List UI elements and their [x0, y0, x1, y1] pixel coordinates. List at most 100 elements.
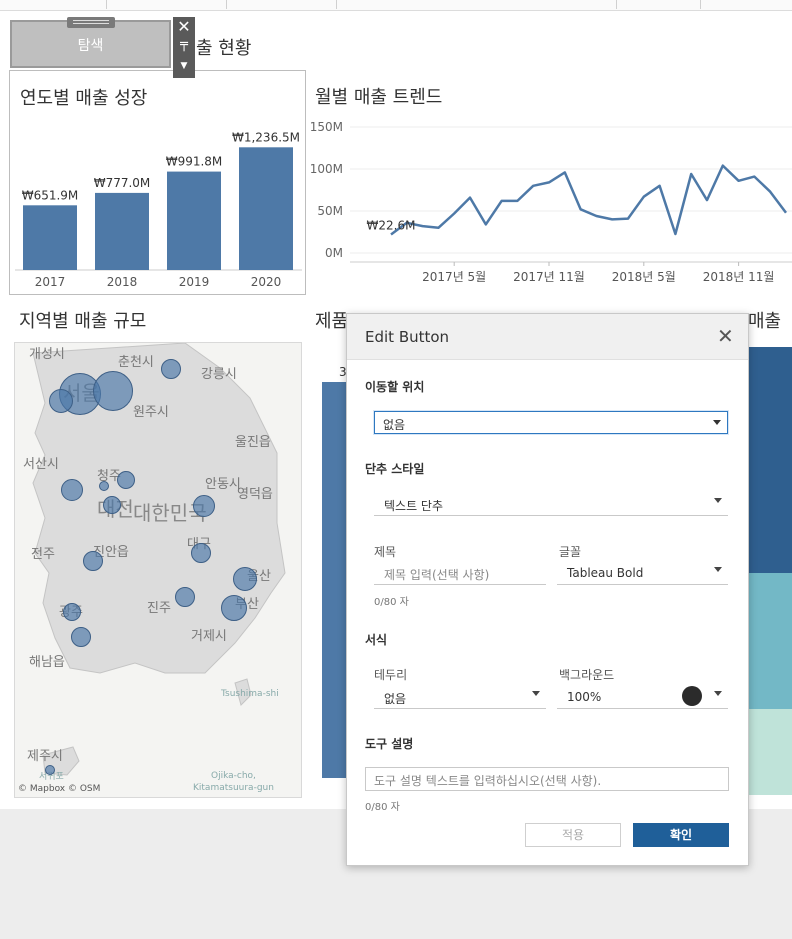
region-bubble[interactable]	[71, 627, 91, 647]
dashboard-title: 출 현황	[196, 38, 252, 59]
bar	[23, 205, 77, 270]
title-input[interactable]: 제목 입력(선택 사항)	[374, 561, 546, 585]
apply-button[interactable]: 적용	[525, 823, 621, 847]
region-bubble[interactable]	[221, 595, 247, 621]
region-bubble[interactable]	[63, 603, 81, 621]
map-label: Kitamatsuura-gun	[193, 783, 274, 793]
region-bubble[interactable]	[233, 567, 257, 591]
region-bubble[interactable]	[45, 765, 55, 775]
chevron-down-icon	[714, 691, 722, 696]
map-label: 진주	[147, 601, 171, 616]
background-select[interactable]: 100%	[557, 685, 728, 709]
x-tick-label: 2019	[179, 275, 210, 289]
edit-button-dialog: Edit Button ✕ 이동할 위치 없음 단추 스타일 텍스트 단추 제목…	[346, 313, 749, 866]
border-value: 없음	[384, 692, 407, 706]
product-bar-partial[interactable]	[322, 382, 348, 778]
map-label: 제주시	[27, 749, 63, 764]
region-bubble[interactable]	[103, 496, 121, 514]
x-tick-label: 2020	[251, 275, 282, 289]
x-tick-label: 2018	[107, 275, 138, 289]
destination-value: 없음	[383, 418, 406, 432]
drag-handle-icon[interactable]	[67, 17, 115, 28]
button-style-label: 단추 스타일	[365, 462, 425, 476]
map-attribution: © Mapbox © OSM	[18, 784, 101, 794]
region-bubble[interactable]	[61, 479, 83, 501]
background-color-swatch[interactable]	[682, 686, 702, 706]
background-opacity-value: 100%	[567, 690, 602, 704]
map-label: 원주시	[133, 405, 169, 420]
chevron-down-icon	[714, 498, 722, 503]
map-label: 강릉시	[201, 367, 237, 382]
map-label: 서귀포	[39, 772, 64, 782]
region-map[interactable]: 개성시 춘천시 강릉시 서울 원주시 울진읍 서산시 청주 안동시 영덕읍 대전…	[14, 342, 302, 798]
min-annotation-label: ₩22.6M	[367, 219, 416, 233]
region-bubble[interactable]	[93, 371, 133, 411]
map-label: 춘천시	[118, 355, 154, 370]
region-bubble[interactable]	[161, 359, 181, 379]
map-label: 영덕읍	[237, 487, 273, 502]
dialog-header: Edit Button ✕	[347, 314, 748, 360]
map-label: 전주	[31, 547, 55, 562]
map-label: 청주	[97, 469, 121, 484]
partial-title-right: 매출	[748, 311, 782, 332]
bar	[239, 147, 293, 270]
object-control-bar: ✕ ╤ ▼	[173, 17, 195, 78]
y-tick-label: 50M	[317, 204, 343, 218]
segment-block-mint[interactable]	[748, 709, 792, 795]
y-tick-label: 100M	[310, 162, 343, 176]
segment-block-teal[interactable]	[748, 573, 792, 709]
region-bubble[interactable]	[49, 389, 73, 413]
chevron-down-icon	[714, 567, 722, 572]
bar-data-label: ₩777.0M	[94, 176, 151, 190]
tooltip-input-placeholder: 도구 설명 텍스트를 입력하십시오(선택 사항).	[374, 774, 602, 788]
border-label: 테두리	[374, 668, 408, 682]
remove-close-icon[interactable]: ✕	[177, 17, 191, 36]
segment-block-dark[interactable]	[748, 347, 792, 573]
destination-select[interactable]: 없음	[374, 411, 728, 434]
x-tick-label: 2017년 5월	[422, 270, 486, 284]
tooltip-char-counter: 0/80 자	[365, 802, 400, 813]
close-icon[interactable]: ✕	[717, 324, 734, 348]
y-tick-label: 0M	[325, 246, 343, 260]
map-label: 안동시	[205, 477, 241, 492]
chevron-down-icon	[713, 420, 721, 425]
x-tick-label: 2018년 5월	[612, 270, 676, 284]
button-style-select[interactable]: 텍스트 단추	[374, 492, 728, 516]
navigation-button-explore[interactable]: 탐색	[10, 20, 171, 68]
region-bubble[interactable]	[193, 495, 215, 517]
region-bubble[interactable]	[99, 481, 109, 491]
region-bubble[interactable]	[83, 551, 103, 571]
y-tick-label: 150M	[310, 122, 343, 134]
tooltip-label: 도구 설명	[365, 737, 414, 751]
x-tick-label: 2017	[35, 275, 66, 289]
region-bubble[interactable]	[175, 587, 195, 607]
dialog-title: Edit Button	[365, 328, 450, 346]
region-bubble[interactable]	[191, 543, 211, 563]
monthly-trend-title: 월별 매출 트렌드	[315, 87, 443, 108]
destination-label: 이동할 위치	[365, 380, 425, 394]
title-input-placeholder: 제목 입력(선택 사항)	[384, 568, 490, 582]
font-select[interactable]: Tableau Bold	[557, 561, 728, 585]
bar	[167, 171, 221, 270]
font-value: Tableau Bold	[567, 566, 644, 580]
title-char-counter: 0/80 자	[374, 597, 409, 608]
region-sales-title: 지역별 매출 규모	[19, 311, 147, 332]
pin-icon[interactable]: ╤	[180, 37, 188, 52]
map-label: 서산시	[23, 457, 59, 472]
border-select[interactable]: 없음	[374, 685, 546, 709]
region-bubble[interactable]	[117, 471, 135, 489]
more-options-icon[interactable]: ▼	[180, 61, 188, 71]
tooltip-input[interactable]: 도구 설명 텍스트를 입력하십시오(선택 사항).	[365, 767, 729, 791]
yearly-sales-panel[interactable]: 연도별 매출 성장 ₩651.9M 2017 ₩777.0M 2018 ₩991.8M 2…	[9, 70, 306, 295]
font-label: 글꼴	[559, 545, 582, 559]
button-style-value: 텍스트 단추	[384, 499, 444, 513]
map-label: Ojika-cho,	[211, 771, 256, 781]
bar	[95, 192, 149, 270]
yearly-bar-chart: ₩651.9M 2017 ₩777.0M 2018 ₩991.8M 2019 ₩1,236.…	[15, 130, 302, 289]
bar-data-label: ₩1,236.5M	[232, 130, 300, 144]
ok-button[interactable]: 확인	[633, 823, 729, 847]
navigation-button-label: 탐색	[77, 38, 104, 54]
bar-data-label: ₩991.8M	[166, 155, 223, 169]
product-bar-label: 3	[339, 365, 347, 379]
partial-title-center: 제품	[315, 311, 349, 332]
